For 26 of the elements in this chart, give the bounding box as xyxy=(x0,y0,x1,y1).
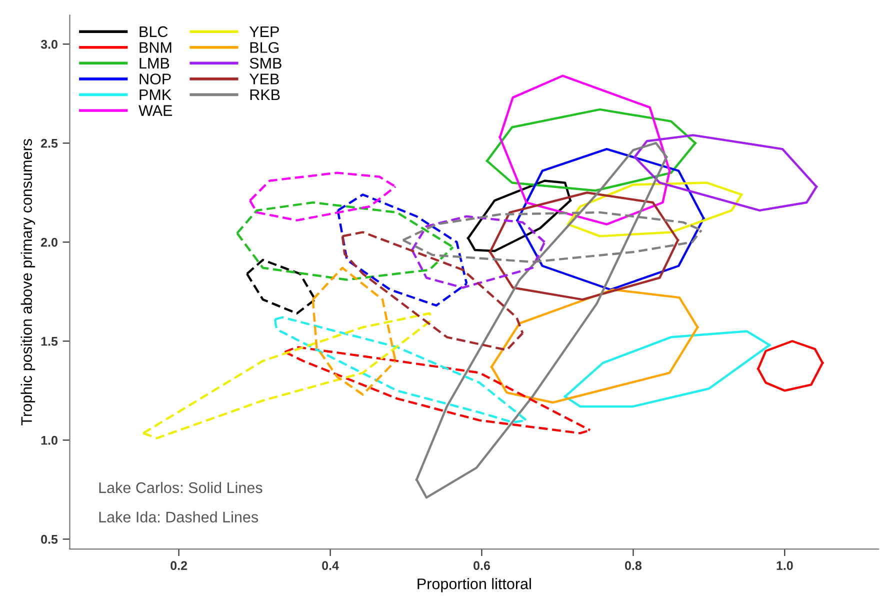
legend-label: YEB xyxy=(249,74,279,84)
x-tick-label: 0.6 xyxy=(474,561,490,570)
x-tick-label: 0.2 xyxy=(170,561,187,570)
y-tick-label: 2.0 xyxy=(41,238,58,247)
legend-label: LMB xyxy=(140,58,170,69)
x-tick-label: 0.8 xyxy=(625,561,642,570)
y-tick-label: 3.0 xyxy=(40,40,58,49)
legend-label: NOP xyxy=(140,74,171,84)
legend-label: RKB xyxy=(250,90,280,100)
annotation: Lake Ida: Dashed Lines xyxy=(99,511,258,522)
x-tick-label: 1.0 xyxy=(776,561,793,570)
annotation: Lake Carlos: Solid Lines xyxy=(99,482,262,494)
legend-label: PMK xyxy=(140,90,172,100)
legend-label: BLG xyxy=(250,42,279,53)
legend-label: BLC xyxy=(140,26,168,38)
y-tick-label: 0.5 xyxy=(41,534,58,544)
y-tick-label: 1.0 xyxy=(41,436,58,445)
legend-label: WAE xyxy=(138,105,172,116)
legend-label: BNM xyxy=(140,42,172,53)
y-tick-label: 1.5 xyxy=(41,337,58,346)
y-axis-title: Trophic position above primary consumers xyxy=(20,139,36,426)
x-tick-label: 0.4 xyxy=(322,561,339,570)
legend-label: YEP xyxy=(249,26,279,37)
x-axis-title: Proportion littoral xyxy=(418,578,531,592)
y-tick-label: 2.5 xyxy=(41,138,58,148)
legend-label: SMB xyxy=(250,58,282,69)
